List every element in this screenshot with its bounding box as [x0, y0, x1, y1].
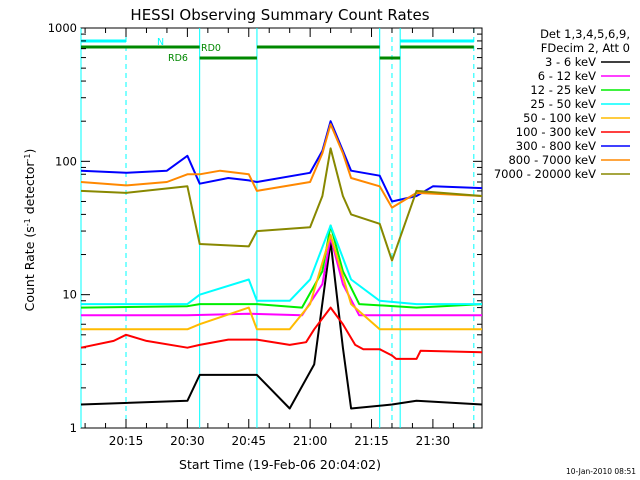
timestamp: 10-Jan-2010 08:51 — [566, 467, 636, 476]
x-tick-label: 20:45 — [231, 434, 266, 448]
series-line-7 — [80, 120, 483, 203]
y-axis-label: Count Rate (s-1 detector-1) — [22, 149, 37, 312]
series-line-6 — [80, 306, 483, 360]
x-tick-label: 21:30 — [416, 434, 451, 448]
rd6-bar-label: RD6 — [168, 53, 188, 64]
legend-label: 800 - 7000 keV — [508, 153, 596, 167]
night-bar-label: N — [157, 37, 164, 48]
plot-area: N RD0 RD6 1 10 100 1000 20:15 20:30 20:45 21:00 21:… — [48, 21, 483, 448]
y-axis-label-part2: detector — [22, 161, 37, 219]
legend-label: 12 - 25 keV — [530, 83, 596, 97]
series-line-5 — [81, 234, 482, 331]
y-tick-label: 1000 — [48, 21, 77, 35]
legend-label: 100 - 300 keV — [516, 125, 596, 139]
y-axis-label-sup1: -1 — [23, 218, 32, 226]
rd0-bar-label: RD0 — [201, 43, 221, 54]
y-tick-label: 100 — [55, 154, 77, 168]
plot-frame — [80, 27, 483, 429]
legend-label: 50 - 100 keV — [523, 111, 596, 125]
y-axis-label-sup2: -1 — [23, 154, 32, 162]
legend-label: 6 - 12 keV — [538, 69, 596, 83]
series-line-1 — [80, 240, 483, 410]
legend-label: 7000 - 20000 keV — [494, 167, 596, 181]
x-tick-label: 20:15 — [109, 434, 144, 448]
series-line-8 — [80, 123, 483, 209]
y-tick-label: 1 — [70, 421, 77, 435]
chart-title: HESSI Observing Summary Count Rates — [130, 6, 429, 24]
legend-header: Det 1,3,4,5,6,9, — [540, 27, 630, 41]
x-axis-label: Start Time (19-Feb-06 20:04:02) — [179, 457, 381, 472]
legend: Det 1,3,4,5,6,9,FDecim 2, Att 03 - 6 keV… — [494, 27, 630, 181]
y-tick-label: 10 — [62, 288, 77, 302]
series-line-2 — [81, 236, 482, 317]
y-axis-label-part3: ) — [22, 149, 37, 154]
series-line-9 — [80, 147, 483, 262]
legend-label: 3 - 6 keV — [545, 55, 596, 69]
x-tick-label: 20:30 — [170, 434, 205, 448]
legend-label: 25 - 50 keV — [530, 97, 596, 111]
x-tick-label: 21:15 — [354, 434, 389, 448]
x-tick-label: 21:00 — [293, 434, 328, 448]
series-line-4 — [81, 224, 482, 306]
legend-label: 300 - 800 keV — [516, 139, 596, 153]
series-line-3 — [80, 224, 483, 309]
legend-header: FDecim 2, Att 0 — [541, 41, 630, 55]
y-axis-label-part1: Count Rate (s — [22, 226, 37, 311]
